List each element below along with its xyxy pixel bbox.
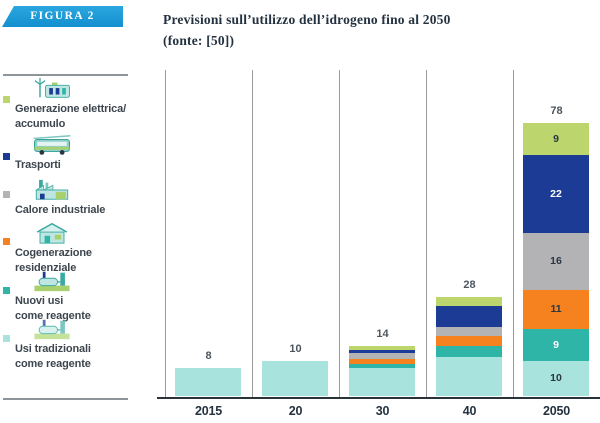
- bus-icon: [33, 135, 71, 155]
- segment-value-label: 10: [550, 372, 562, 385]
- bar-segment: 9: [523, 328, 589, 361]
- figure-source: (fonte: [50]): [163, 33, 235, 48]
- legend-label: Cogenerazione residenziale: [15, 247, 92, 274]
- stacked-bar-40: [436, 296, 502, 396]
- bar-segment: 16: [523, 232, 589, 290]
- x-axis-label: 20: [288, 404, 303, 418]
- bar-segment: [436, 326, 502, 336]
- x-axis-label: 40: [462, 404, 477, 418]
- bar-segment: [175, 367, 241, 396]
- chart-column-2050: 9 22 16 11 9 10 78 2050: [513, 70, 600, 418]
- segment-value-label: 11: [550, 303, 562, 316]
- category-gridline: [513, 70, 514, 397]
- factory-icon: [35, 179, 69, 200]
- bar-segment: 9: [523, 122, 589, 155]
- wind-turbine-battery-icon: [34, 77, 70, 98]
- category-gridline: [339, 70, 340, 397]
- segment-value-label: 16: [550, 255, 562, 268]
- house-icon: [36, 222, 68, 244]
- chart-column-2015: 8 2015: [165, 70, 252, 418]
- legend-top-divider: [3, 74, 128, 76]
- bar-total-label: 10: [289, 342, 302, 355]
- legend-label: Generazione elettrica/accumulo: [15, 103, 127, 130]
- chart-plot: 8 2015 10 20 14 30 28 40 9 22 16 11 9 10 78 2050: [165, 70, 600, 418]
- bar-segment: [262, 360, 328, 396]
- stacked-bar-2015: [175, 367, 241, 396]
- legend-label: Trasporti: [15, 159, 61, 171]
- bar-segment: [349, 346, 415, 350]
- chart-column-20: 10 20: [252, 70, 339, 418]
- chemical-plant-icon: [34, 319, 70, 340]
- stacked-bar-30: [349, 346, 415, 396]
- bar-total-label: 8: [205, 349, 212, 362]
- chart-column-40: 28 40: [426, 70, 513, 418]
- segment-value-label: 9: [553, 338, 559, 351]
- bar-segment: 22: [523, 154, 589, 233]
- category-gridline: [165, 70, 166, 397]
- bar-total-label: 28: [463, 278, 476, 291]
- figure-title: Previsioni sull’utilizzo dell’idrogeno f…: [163, 12, 451, 27]
- bar-segment: [436, 305, 502, 327]
- stacked-bar-20: [262, 360, 328, 396]
- legend-bottom-divider: [3, 398, 128, 400]
- bar-segment: 10: [523, 360, 589, 396]
- category-gridline: [426, 70, 427, 397]
- x-axis-label: 2015: [194, 404, 222, 418]
- x-axis-line: [157, 397, 600, 399]
- chemical-plant-icon: [34, 271, 70, 292]
- bar-segment: [349, 349, 415, 354]
- legend-swatch: [3, 287, 10, 294]
- x-axis-label: 2050: [542, 404, 570, 418]
- bar-total-label: 14: [376, 328, 389, 341]
- bar-segment: [436, 346, 502, 357]
- legend-label: Calore industriale: [15, 204, 106, 216]
- bar-segment: [349, 367, 415, 396]
- category-gridline: [252, 70, 253, 397]
- bar-segment: [349, 364, 415, 368]
- figure-badge: FIGURA 2: [2, 6, 123, 27]
- legend-swatch: [3, 96, 10, 103]
- chart-column-30: 14 30: [339, 70, 426, 418]
- legend-label: Nuovi usi come reagente: [15, 295, 91, 322]
- bar-segment: 11: [523, 289, 589, 329]
- segment-value-label: 9: [553, 132, 559, 145]
- segment-value-label: 22: [550, 187, 562, 200]
- stacked-bar-2050: 9 22 16 11 9 10: [523, 122, 589, 396]
- bar-segment: [436, 335, 502, 347]
- legend-swatch: [3, 153, 10, 160]
- bar-total-label: 78: [550, 104, 563, 117]
- legend-swatch: [3, 238, 10, 245]
- x-axis-label: 30: [375, 404, 390, 418]
- bar-segment: [349, 353, 415, 359]
- bar-segment: [436, 356, 502, 396]
- legend-label: Usi tradizionali come reagente: [15, 343, 91, 370]
- bar-segment: [436, 296, 502, 306]
- legend-swatch: [3, 335, 10, 342]
- legend-swatch: [3, 191, 10, 198]
- bar-segment: [349, 358, 415, 365]
